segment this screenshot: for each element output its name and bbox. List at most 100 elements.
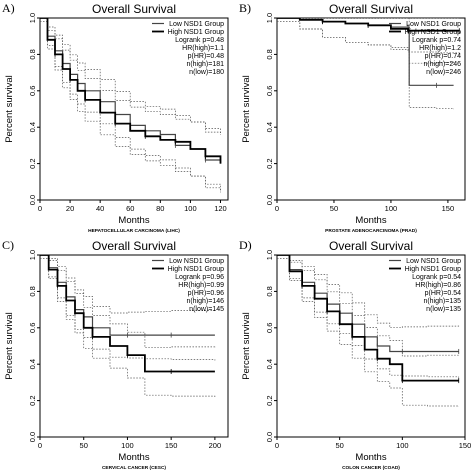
cancer-caption: CERVICAL CANCER (CESC) (102, 465, 166, 471)
y-tick-label: 1.0 (28, 250, 37, 260)
stat-line: p(HR)=0.54 (425, 290, 461, 297)
x-tick-label: 0 (38, 204, 42, 213)
y-tick-label: 0.2 (265, 395, 274, 405)
x-tick-label: 100 (184, 204, 197, 213)
y-axis-label: Percent survival (4, 75, 15, 143)
stat-line: HR(high)=0.99 (178, 282, 224, 289)
legend-label: Low NSD1 Group (406, 21, 461, 28)
survival-panel-prad: B) Overall Survival 0.0 0.2 0.4 0.6 0.8 1.0 0 50 1… (237, 0, 474, 237)
stat-line: Logrank p=0.48 (175, 37, 224, 44)
x-tick-label: 200 (209, 441, 222, 450)
stat-line: p(HR)=0.48 (188, 53, 224, 60)
y-tick-label: 0.8 (28, 286, 37, 296)
chart-title: Overall Survival (329, 2, 413, 16)
chart-title: Overall Survival (92, 2, 176, 16)
ci-band-upper (40, 18, 221, 135)
stat-line: Logrank p=0.74 (412, 37, 461, 44)
stat-line: n(low)=135 (426, 306, 461, 313)
chart-title: Overall Survival (92, 239, 176, 253)
survival-panel-coad: D) Overall Survival 0.0 0.2 0.4 0.6 0.8 1.0 0 50 1… (237, 237, 474, 474)
legend-label: Low NSD1 Group (406, 258, 461, 265)
ci-band-lower (277, 20, 460, 54)
panel-letter: D) (239, 238, 252, 252)
survival-panel-lihc: A) Overall Survival 0.0 0.2 0.4 0.6 0.8 1.0 0 20 4… (0, 0, 237, 237)
x-tick-label: 60 (126, 204, 134, 213)
stat-line: HR(high)=1.1 (182, 45, 224, 52)
legend-label: High NSD1 Group (168, 266, 225, 273)
stat-line: n(high)=146 (186, 298, 224, 305)
plot-frame (276, 254, 466, 438)
stat-line: Logrank p=0.96 (175, 274, 224, 281)
ci-band-lower (40, 20, 221, 193)
x-tick-label: 50 (335, 441, 343, 450)
plot-frame (39, 254, 229, 438)
x-tick-label: 0 (275, 204, 279, 213)
x-tick-label: 40 (96, 204, 104, 213)
legend-label: High NSD1 Group (405, 29, 462, 36)
y-tick-label: 0.4 (28, 122, 37, 132)
x-tick-label: 150 (165, 441, 178, 450)
stat-line: Logrank p=0.54 (412, 274, 461, 281)
km-plot-svg: B) Overall Survival 0.0 0.2 0.4 0.6 0.8 1.0 0 50 1… (239, 1, 466, 234)
ci-band-lower (277, 257, 460, 407)
x-tick-label: 120 (214, 204, 227, 213)
x-tick-label: 20 (66, 204, 74, 213)
y-tick-label: 0.4 (28, 359, 37, 369)
stat-line: n(low)=246 (426, 69, 461, 76)
legend-label: Low NSD1 Group (169, 21, 224, 28)
y-tick-label: 0.0 (28, 432, 37, 442)
km-plot-svg: D) Overall Survival 0.0 0.2 0.4 0.6 0.8 1.0 0 50 1… (239, 238, 472, 471)
ci-band-lower (40, 257, 216, 361)
y-tick-label: 0.8 (28, 49, 37, 59)
x-tick-label: 150 (459, 441, 472, 450)
x-tick-label: 50 (330, 204, 338, 213)
km-plot-svg: C) Overall Survival 0.0 0.2 0.4 0.6 0.8 1.0 0 50 1… (2, 238, 229, 471)
legend-label: Low NSD1 Group (169, 258, 224, 265)
x-tick-label: 100 (396, 441, 409, 450)
y-tick-label: 0.2 (28, 158, 37, 168)
x-tick-label: 0 (38, 441, 42, 450)
x-tick-label: 100 (121, 441, 134, 450)
y-tick-label: 0.6 (265, 86, 274, 96)
ci-band-upper (40, 18, 221, 135)
cancer-caption: HEPATOCELLULAR CARCINOMA (LIHC) (88, 228, 180, 234)
y-tick-label: 0.0 (265, 195, 274, 205)
ci-band-upper (277, 255, 460, 357)
stat-line: n(high)=246 (423, 61, 461, 68)
stat-line: n(low)=145 (189, 306, 224, 313)
y-tick-label: 1.0 (265, 250, 274, 260)
stat-line: p(HR)=0.96 (188, 290, 224, 297)
x-tick-label: 100 (385, 204, 398, 213)
stat-line: n(high)=135 (423, 298, 461, 305)
y-tick-label: 0.4 (265, 122, 274, 132)
legend-label: High NSD1 Group (168, 29, 225, 36)
panel-letter: A) (2, 1, 15, 15)
panel-letter: B) (239, 1, 251, 15)
y-tick-label: 0.4 (265, 359, 274, 369)
y-tick-label: 0.6 (28, 86, 37, 96)
y-axis-label: Percent survival (4, 312, 15, 380)
x-axis-label: Months (118, 215, 149, 226)
stat-line: HR(high)=0.86 (415, 282, 461, 289)
cancer-caption: COLON CANCER (COAD) (342, 465, 400, 471)
y-tick-label: 1.0 (28, 13, 37, 23)
chart-title: Overall Survival (329, 239, 413, 253)
stat-line: n(high)=181 (186, 61, 224, 68)
y-tick-label: 0.6 (28, 323, 37, 333)
km-plot-svg: A) Overall Survival 0.0 0.2 0.4 0.6 0.8 1.0 0 20 4… (2, 1, 229, 234)
y-tick-label: 0.8 (265, 49, 274, 59)
survival-panel-cesc: C) Overall Survival 0.0 0.2 0.4 0.6 0.8 1.0 0 50 1… (0, 237, 237, 474)
y-axis-label: Percent survival (241, 312, 252, 380)
x-tick-label: 50 (80, 441, 88, 450)
x-tick-label: 0 (275, 441, 279, 450)
legend-label: High NSD1 Group (405, 266, 462, 273)
survival-curve (40, 18, 222, 164)
x-axis-label: Months (355, 452, 386, 463)
survival-curve (277, 255, 459, 382)
y-tick-label: 0.2 (28, 395, 37, 405)
cancer-caption: PROSTATE ADENOCARCINOMA (PRAD) (325, 228, 417, 234)
stat-line: n(low)=180 (189, 69, 224, 76)
y-tick-label: 0.0 (265, 432, 274, 442)
y-tick-label: 1.0 (265, 13, 274, 23)
y-tick-label: 0.8 (265, 286, 274, 296)
